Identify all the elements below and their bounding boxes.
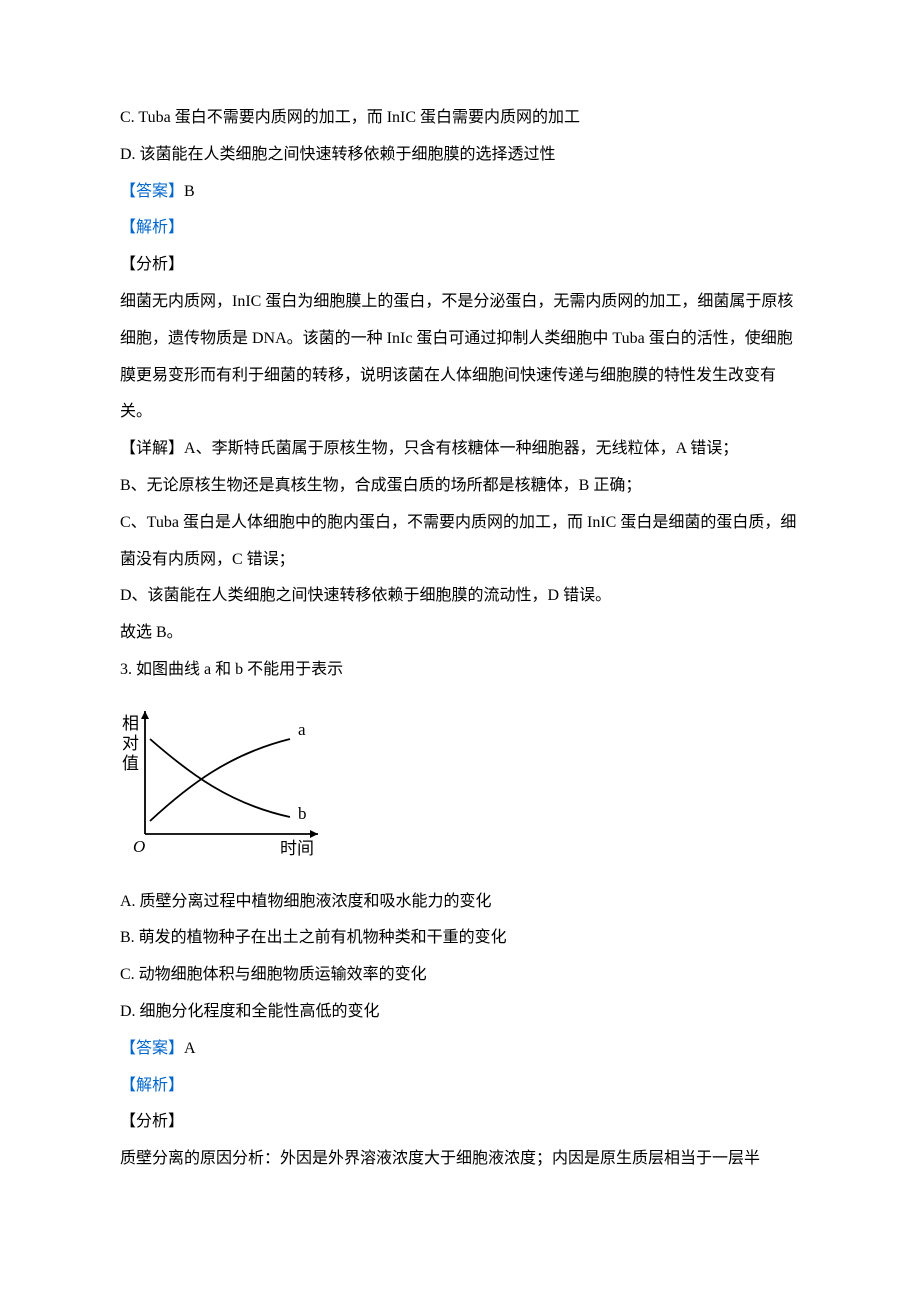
detail-a-text: A、李斯特氏菌属于原核生物，只含有核糖体一种细胞器，无线粒体，A 错误；: [184, 440, 738, 457]
xiangjie-label: 【详解】: [120, 440, 184, 457]
document-page: C. Tuba 蛋白不需要内质网的加工，而 InIC 蛋白需要内质网的加工 D.…: [0, 0, 920, 1302]
q3-option-a: A. 质壁分离过程中植物细胞液浓度和吸水能力的变化: [120, 884, 800, 921]
option-d: D. 该菌能在人类细胞之间快速转移依赖于细胞膜的选择透过性: [120, 137, 800, 174]
svg-text:a: a: [298, 720, 306, 739]
detail-line-d: D、该菌能在人类细胞之间快速转移依赖于细胞膜的流动性，D 错误。: [120, 578, 800, 615]
analysis-label: 【解析】: [120, 210, 800, 247]
q3-stem: 3. 如图曲线 a 和 b 不能用于表示: [120, 652, 800, 689]
answer-line: 【答案】B: [120, 174, 800, 211]
fenxi2-paragraph: 质壁分离的原因分析：外因是外界溶液浓度大于细胞液浓度；内因是原生质层相当于一层半: [120, 1141, 800, 1178]
q3-option-d: D. 细胞分化程度和全能性高低的变化: [120, 994, 800, 1031]
q3-option-c: C. 动物细胞体积与细胞物质运输效率的变化: [120, 957, 800, 994]
fenxi-label: 【分析】: [120, 247, 800, 284]
detail-line-c: C、Tuba 蛋白是人体细胞中的胞内蛋白，不需要内质网的加工，而 InIC 蛋白…: [120, 505, 800, 579]
svg-text:O: O: [133, 837, 145, 856]
answer-label: 【答案】: [120, 183, 184, 200]
conclusion-line: 故选 B。: [120, 615, 800, 652]
detail-line-b: B、无论原核生物还是真核生物，合成蛋白质的场所都是核糖体，B 正确；: [120, 468, 800, 505]
answer-label-2: 【答案】: [120, 1040, 184, 1057]
svg-text:值: 值: [122, 754, 139, 773]
answer-value-2: A: [184, 1040, 196, 1057]
answer-line-2: 【答案】A: [120, 1031, 800, 1068]
svg-text:对: 对: [122, 734, 139, 753]
svg-text:时间: 时间: [280, 839, 314, 858]
fenxi-paragraph: 细菌无内质网，InIC 蛋白为细胞膜上的蛋白，不是分泌蛋白，无需内质网的加工，细…: [120, 284, 800, 431]
svg-text:相: 相: [122, 714, 139, 733]
analysis-label-2: 【解析】: [120, 1068, 800, 1105]
detail-line-a: 【详解】A、李斯特氏菌属于原核生物，只含有核糖体一种细胞器，无线粒体，A 错误；: [120, 431, 800, 468]
svg-text:b: b: [298, 804, 307, 823]
line-chart-svg: O 相对值时间 a b: [120, 699, 330, 859]
option-c: C. Tuba 蛋白不需要内质网的加工，而 InIC 蛋白需要内质网的加工: [120, 100, 800, 137]
fenxi-label-2: 【分析】: [120, 1104, 800, 1141]
q3-option-b: B. 萌发的植物种子在出土之前有机物种类和干重的变化: [120, 920, 800, 957]
answer-value: B: [184, 183, 195, 200]
q3-graph: O 相对值时间 a b: [120, 699, 800, 874]
